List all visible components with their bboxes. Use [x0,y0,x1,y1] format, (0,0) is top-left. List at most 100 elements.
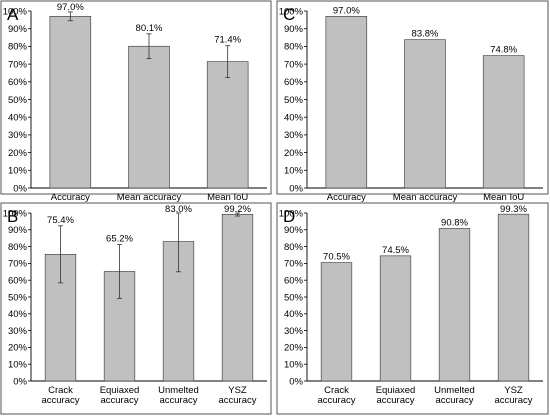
bar [497,213,530,382]
x-tick-label: Crack [324,385,349,396]
x-tick-label: Crack [48,385,73,396]
y-tick-label: 0% [289,183,303,194]
y-tick-label: 70% [8,259,28,270]
x-tick-label: YSZ [504,385,523,396]
data-label: 99.3% [500,204,527,215]
y-tick-label: 30% [8,130,28,141]
data-label: 71.4% [214,35,241,46]
y-tick-label: 0% [13,376,27,387]
y-tick-label: 80% [8,42,28,53]
bar [128,45,170,189]
x-tick-label: Accuracy [327,192,366,203]
panel-b: B 0% 10% 20% 30% 40% 50% 60% 70% 80% 90% 100% 75.4% C… [0,202,272,415]
x-tick-label: Unmelted [434,385,475,396]
y-tick-label: 100% [3,6,28,17]
y-tick-label: 60% [284,77,304,88]
y-tick-label: 100% [3,208,28,219]
y-tick-label: 50% [8,292,28,303]
x-tick-label: Mean accuracy [393,192,458,203]
y-tick-label: 100% [279,6,304,17]
y-tick-label: 0% [13,183,27,194]
data-label: 97.0% [333,5,360,16]
panel-letter: A [7,5,19,24]
x-tick-label: accuracy [376,395,414,406]
bar [482,55,525,189]
x-tick-label: accuracy [100,395,138,406]
bar [438,228,471,382]
bar [404,39,446,189]
data-label: 90.8% [441,217,468,228]
panel-a: A 0% 10% 20% 30% 40% 50% 60% 70% 80% 90% 100% 97.0% A… [0,0,272,203]
y-tick-label: 90% [284,24,304,35]
y-tick-label: 70% [8,59,28,70]
y-tick-label: 40% [284,113,304,124]
y-tick-label: 60% [284,276,304,287]
x-tick-label: Unmelted [158,385,199,396]
data-label: 74.5% [382,245,409,256]
data-label: 75.4% [47,215,74,226]
y-tick-label: 50% [284,95,304,106]
y-tick-label: 60% [8,77,28,88]
y-tick-label: 10% [8,166,28,177]
bar [325,16,368,189]
y-tick-label: 80% [284,42,304,53]
y-tick-label: 10% [284,360,304,371]
bar [206,61,249,189]
panel-frame [0,202,272,415]
x-tick-label: Mean accuracy [117,192,182,203]
panel-d: D 0% 10% 20% 30% 40% 50% 60% 70% 80% 90% 100% 70.5% C… [276,202,549,415]
y-tick-label: 90% [284,225,304,236]
x-tick-label: Equiaxed [376,385,416,396]
y-tick-label: 50% [284,292,304,303]
y-tick-label: 20% [8,343,28,354]
data-label: 99.2% [224,204,251,215]
bar [379,255,412,382]
y-tick-label: 30% [8,326,28,337]
y-tick-label: 10% [284,166,304,177]
y-tick-label: 90% [8,24,28,35]
y-tick-label: 50% [8,95,28,106]
panel-frame [276,0,549,195]
bar [221,214,254,382]
x-tick-label: accuracy [317,395,355,406]
y-tick-label: 40% [284,309,304,320]
y-tick-label: 20% [8,148,28,159]
panel-letter: C [283,5,295,24]
x-tick-label: accuracy [218,395,256,406]
x-tick-label: accuracy [435,395,473,406]
y-tick-label: 70% [284,59,304,70]
data-label: 83.0% [165,204,192,215]
y-tick-label: 30% [284,326,304,337]
y-tick-label: 100% [279,208,304,219]
x-tick-label: Equiaxed [100,385,140,396]
data-label: 70.5% [323,252,350,263]
panel-frame [0,0,272,195]
bar [49,16,92,189]
y-tick-label: 90% [8,225,28,236]
panel-letter: D [283,207,295,226]
data-label: 97.0% [57,2,84,13]
y-tick-label: 20% [284,148,304,159]
x-tick-label: accuracy [41,395,79,406]
y-tick-label: 0% [289,376,303,387]
x-tick-label: accuracy [494,395,532,406]
data-label: 74.8% [490,45,517,56]
data-label: 83.8% [412,29,439,40]
x-tick-label: Accuracy [51,192,90,203]
bar [320,262,353,382]
panel-c: C 0% 10% 20% 30% 40% 50% 60% 70% 80% 90% 100% 97.0% A… [276,0,549,203]
y-tick-label: 60% [8,276,28,287]
x-tick-label: Mean IoU [207,192,248,203]
panel-frame [276,202,549,415]
x-tick-label: Mean IoU [483,192,524,203]
data-label: 65.2% [106,234,133,245]
x-tick-label: accuracy [159,395,197,406]
data-label: 80.1% [136,23,163,34]
y-tick-label: 40% [8,309,28,320]
x-tick-label: YSZ [228,385,247,396]
y-tick-label: 20% [284,343,304,354]
y-tick-label: 10% [8,360,28,371]
y-tick-label: 80% [284,242,304,253]
y-tick-label: 70% [284,259,304,270]
